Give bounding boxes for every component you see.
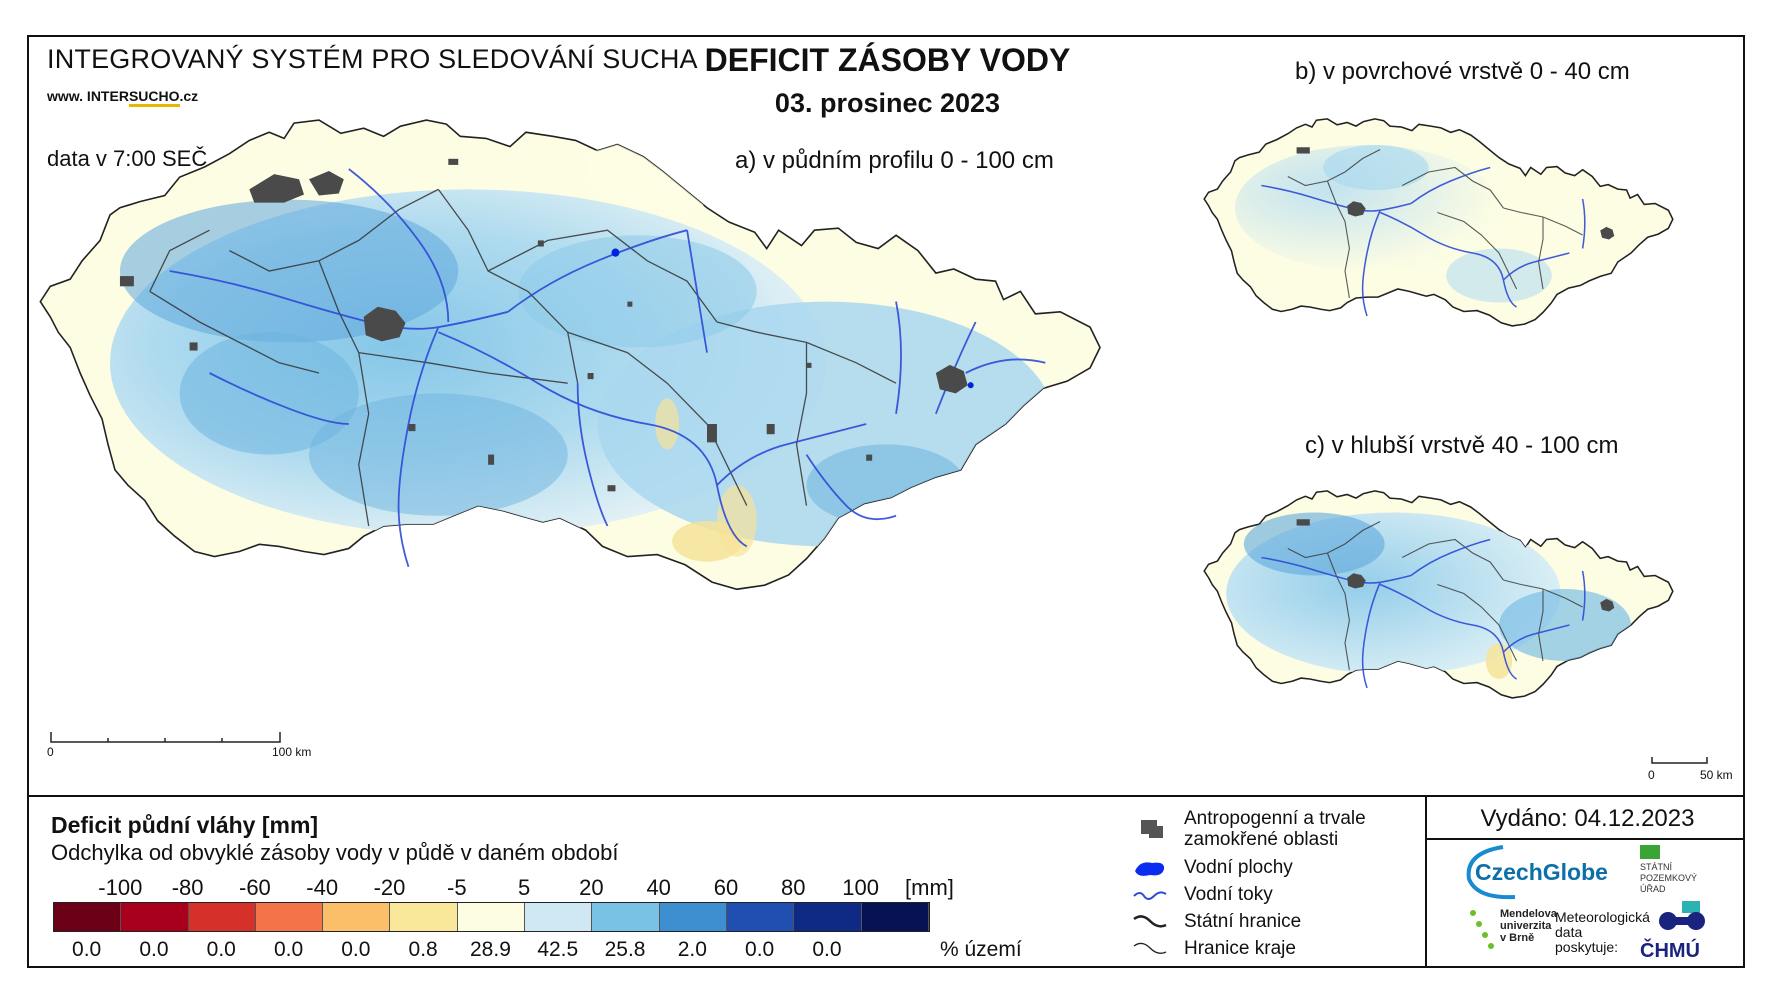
mendelu-logo: Mendelova univerzita v Brně xyxy=(1470,908,1557,949)
map-c xyxy=(1203,490,1674,699)
colorbar-cell xyxy=(121,903,189,931)
legend-percent-value: 25.8 xyxy=(604,938,646,961)
meteo-data-text: Meteorologická data poskytuje: xyxy=(1555,910,1650,955)
data-time: data v 7:00 SEČ xyxy=(47,146,208,171)
legend-percent-value: 0.0 xyxy=(745,938,775,961)
colorbar-cell xyxy=(255,903,324,931)
legend-percent-value: 0.0 xyxy=(812,938,842,961)
scale-main-start: 0 xyxy=(47,745,54,759)
legend-item-urban: Antropogenní a trvale zamokřené oblasti xyxy=(1130,808,1366,850)
map-c-label: c) v hlubší vrstvě 40 - 100 cm xyxy=(1305,432,1619,459)
colorbar-cell xyxy=(726,903,795,931)
legend-percent-value: 42.5 xyxy=(537,938,579,961)
colorbar-cell xyxy=(794,903,862,931)
mendel-line3: v Brně xyxy=(1500,932,1535,944)
state-border-icon xyxy=(1130,909,1170,935)
legend-percent-unit: % území xyxy=(940,938,1022,961)
legend-urban-line1: Antropogenní a trvale xyxy=(1184,808,1366,829)
website-prefix: www. INTER xyxy=(47,88,129,104)
legend-tick-label: 20 xyxy=(579,875,604,900)
legend-tick-label: 100 xyxy=(842,875,879,900)
footer-vertical-divider xyxy=(1425,795,1427,968)
legend-unit: [mm] xyxy=(905,875,954,900)
colorbar-cell xyxy=(188,903,256,931)
colorbar-cell xyxy=(861,903,929,931)
colorbar-cell xyxy=(659,903,727,931)
website-highlight: SUCHO xyxy=(128,88,180,107)
legend-percent-value: 0.0 xyxy=(72,938,102,961)
spu-logo: STÁTNÍ POZEMKOVÝ ÚŘAD xyxy=(1640,845,1700,913)
legend-urban-line2: zamokřené oblasti xyxy=(1184,829,1339,850)
spu-line3: ÚŘAD xyxy=(1640,884,1666,894)
legend-percent-value: 0.0 xyxy=(341,938,371,961)
legend-percent-value: 0.0 xyxy=(139,938,169,961)
scale-small-end: 50 km xyxy=(1700,768,1733,782)
river-icon xyxy=(1130,882,1170,908)
chmu-icon xyxy=(1658,910,1708,937)
page-title: DEFICIT ZÁSOBY VODY xyxy=(704,42,1071,78)
legend-title: Deficit půdní vláhy [mm] xyxy=(51,812,319,838)
colorbar-cell xyxy=(525,903,593,931)
meteo-line2: data xyxy=(1555,924,1583,940)
region-border-icon xyxy=(1130,936,1170,962)
mendel-line2: univerzita xyxy=(1500,920,1552,932)
legend-tick-label: -60 xyxy=(238,875,271,900)
issued-date: Vydáno: 04.12.2023 xyxy=(1480,805,1695,832)
map-date: 03. prosinec 2023 xyxy=(774,88,1001,118)
scale-main-end: 100 km xyxy=(272,745,312,759)
colorbar-cell xyxy=(390,903,458,931)
chmu-logo-text: ČHMÚ xyxy=(1640,940,1700,962)
legend-tick-label: 80 xyxy=(781,875,806,900)
legend-percent-value: 0.0 xyxy=(273,938,304,961)
website-suffix: .cz xyxy=(179,88,199,104)
legend-river-label: Vodní toky xyxy=(1184,884,1273,905)
map-a xyxy=(39,119,1101,591)
colorbar-cell xyxy=(457,903,526,931)
colorbar-cell xyxy=(54,903,122,931)
scale-small-start: 0 xyxy=(1648,768,1655,782)
legend-tick-label: -80 xyxy=(171,875,204,900)
urban-area-icon xyxy=(1130,816,1170,842)
spu-line1: STÁTNÍ xyxy=(1640,862,1673,872)
colorbar-cell xyxy=(592,903,660,931)
map-a-label: a) v půdním profilu 0 - 100 cm xyxy=(735,147,1054,174)
legend-item-river: Vodní toky xyxy=(1130,882,1273,908)
legend-tick-label: -5 xyxy=(447,875,467,900)
scale-bar-main xyxy=(50,732,281,743)
map-b xyxy=(1203,118,1674,327)
legend-tick-label: -40 xyxy=(306,875,339,900)
legend-tick-label: -100 xyxy=(98,875,143,900)
legend-subtitle: Odchylka od obvyklé zásoby vody v půdě v… xyxy=(51,840,619,865)
footer-horizontal-divider xyxy=(1425,838,1745,840)
water-body-icon xyxy=(1130,855,1170,881)
legend-item-water: Vodní plochy xyxy=(1130,855,1293,881)
website-link[interactable]: www. INTERSUCHO.cz xyxy=(47,88,199,107)
legend-water-label: Vodní plochy xyxy=(1184,857,1293,878)
legend-percent-value: 28.9 xyxy=(470,938,511,961)
meteo-line1: Meteorologická xyxy=(1555,909,1650,925)
mendel-line1: Mendelova xyxy=(1500,908,1557,920)
system-title: INTEGROVANÝ SYSTÉM PRO SLEDOVÁNÍ SUCHA xyxy=(47,44,698,74)
legend-item-region-border: Hranice kraje xyxy=(1130,936,1296,962)
map-b-label: b) v povrchové vrstvě 0 - 40 cm xyxy=(1295,58,1630,85)
legend-percent-value: 0.8 xyxy=(408,938,438,961)
czechglobe-logo: CzechGlobe xyxy=(1463,843,1613,901)
legend-tick-label: 60 xyxy=(713,875,739,900)
legend-tick-label: -20 xyxy=(373,875,406,900)
colorbar-cell xyxy=(323,903,391,931)
legend-state-border-label: Státní hranice xyxy=(1184,911,1302,932)
spu-line2: POZEMKOVÝ xyxy=(1640,873,1698,883)
legend-percent-value: 2.0 xyxy=(677,938,707,961)
legend-percent-value: 0.0 xyxy=(206,938,236,961)
legend-item-state-border: Státní hranice xyxy=(1130,909,1301,935)
legend-region-border-label: Hranice kraje xyxy=(1184,938,1296,959)
legend-colorbar xyxy=(53,902,930,932)
meteo-line3: poskytuje: xyxy=(1555,939,1619,955)
scale-bar-small xyxy=(1651,757,1708,764)
czechglobe-text: CzechGlobe xyxy=(1475,859,1608,885)
legend-tick-label: 40 xyxy=(646,875,671,900)
legend-divider xyxy=(27,795,1745,797)
legend-tick-label: 5 xyxy=(517,875,531,900)
